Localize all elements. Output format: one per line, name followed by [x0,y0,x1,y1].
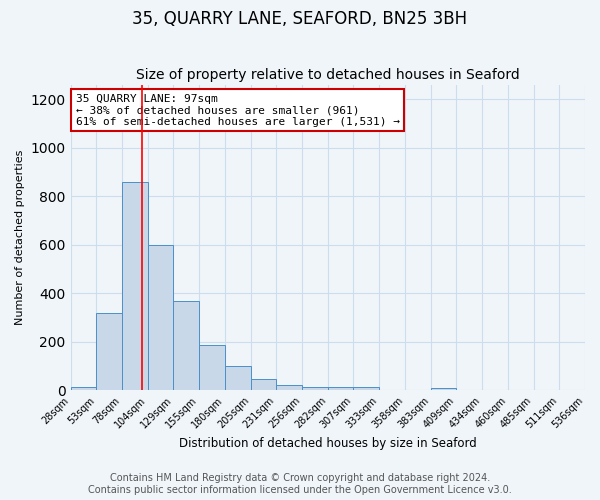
Y-axis label: Number of detached properties: Number of detached properties [15,150,25,325]
Bar [96,312,122,390]
Text: 35, QUARRY LANE, SEAFORD, BN25 3BH: 35, QUARRY LANE, SEAFORD, BN25 3BH [133,10,467,28]
Bar [328,386,353,390]
Bar [148,244,173,390]
Bar [277,386,302,390]
Bar [353,386,379,390]
Bar [302,386,328,390]
Title: Size of property relative to detached houses in Seaford: Size of property relative to detached ho… [136,68,520,82]
Bar [199,346,225,391]
Bar [431,388,457,390]
Bar [225,366,251,390]
Bar [251,380,277,390]
Text: 35 QUARRY LANE: 97sqm
← 38% of detached houses are smaller (961)
61% of semi-det: 35 QUARRY LANE: 97sqm ← 38% of detached … [76,94,400,127]
Text: Contains HM Land Registry data © Crown copyright and database right 2024.
Contai: Contains HM Land Registry data © Crown c… [88,474,512,495]
Bar [173,300,199,390]
Bar [71,386,96,390]
Bar [122,182,148,390]
X-axis label: Distribution of detached houses by size in Seaford: Distribution of detached houses by size … [179,437,476,450]
